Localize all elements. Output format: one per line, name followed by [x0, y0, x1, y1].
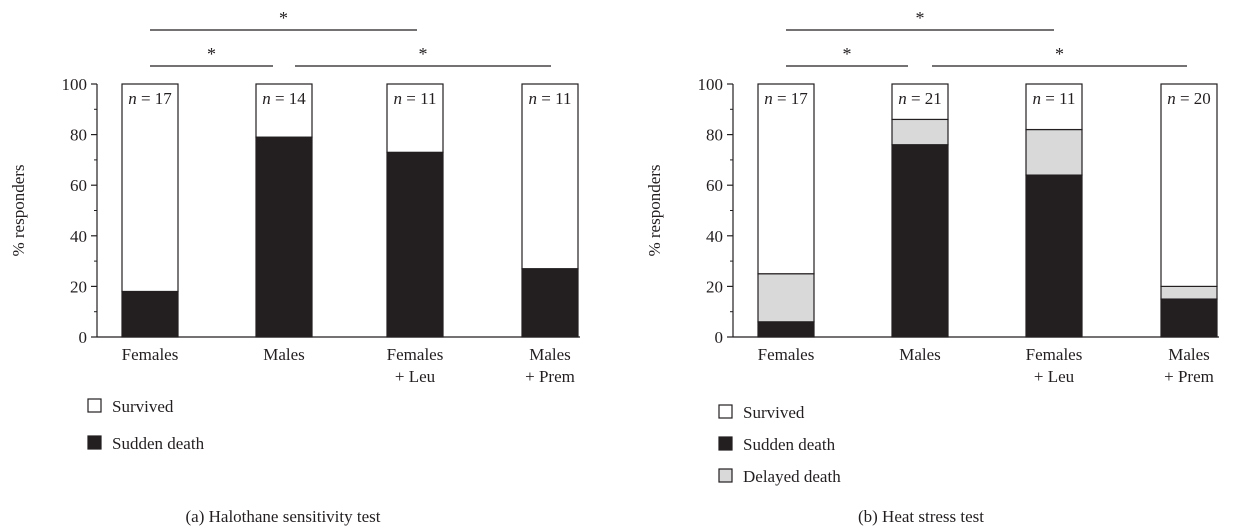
bar-survived — [757, 83, 815, 275]
legend-swatch — [87, 435, 102, 450]
bar-sudden-death — [757, 321, 815, 338]
bar-sudden-death — [1160, 298, 1218, 338]
bar-survived — [121, 83, 179, 293]
x-category-label: Males — [529, 345, 571, 364]
legend-swatch — [87, 398, 102, 413]
y-axis-label: % responders — [645, 164, 664, 256]
x-category-label: Females — [122, 345, 179, 364]
bar-sudden-death — [1025, 174, 1083, 338]
bar-sudden-death — [121, 290, 179, 338]
legend-label: Delayed death — [743, 467, 841, 486]
n-label: n = 11 — [394, 89, 437, 108]
x-category-label: + Prem — [525, 367, 575, 386]
n-label: n = 21 — [898, 89, 942, 108]
y-tick-label: 100 — [698, 75, 724, 94]
legend-swatch — [718, 404, 733, 419]
n-label-prefix: n — [1167, 89, 1176, 108]
n-label-value: = 17 — [773, 89, 809, 108]
n-label-value: = 11 — [402, 89, 436, 108]
bar-sudden-death — [521, 268, 579, 338]
y-tick-label: 100 — [62, 75, 88, 94]
chart-panel-a: 0 20 40 60 80 100 % responders n = 17 Females n =… — [9, 8, 580, 526]
bar-survived — [386, 83, 444, 153]
n-label-value: = 11 — [537, 89, 571, 108]
bar-survived — [255, 83, 313, 138]
bar-delayed-death — [757, 273, 815, 323]
bar-delayed-death — [1160, 285, 1218, 300]
bar-sudden-death — [386, 151, 444, 338]
n-label: n = 11 — [529, 89, 572, 108]
y-tick-label: 80 — [706, 126, 723, 145]
bar-survived — [1025, 83, 1083, 131]
x-category-label: + Prem — [1164, 367, 1214, 386]
significance-star: * — [843, 44, 852, 64]
significance-star: * — [207, 44, 216, 64]
bar-survived — [521, 83, 579, 270]
significance-star: * — [916, 8, 925, 28]
n-label: n = 20 — [1167, 89, 1211, 108]
x-category-label: + Leu — [1034, 367, 1075, 386]
y-tick-label: 80 — [70, 126, 87, 145]
significance-star: * — [1055, 44, 1064, 64]
chart-panel-b: 0 20 40 60 80 100 % responders n = 17 Females n =… — [645, 8, 1219, 526]
n-label: n = 17 — [128, 89, 172, 108]
y-tick-label: 0 — [79, 328, 88, 347]
legend-label: Sudden death — [743, 435, 836, 454]
legend-label: Sudden death — [112, 434, 205, 453]
bar-survived — [1160, 83, 1218, 287]
n-label-prefix: n — [394, 89, 403, 108]
legend-label: Survived — [112, 397, 174, 416]
y-tick-label: 20 — [706, 277, 723, 296]
panel-caption: (a) Halothane sensitivity test — [186, 507, 381, 526]
panel-caption: (b) Heat stress test — [858, 507, 984, 526]
bar-survived — [891, 83, 949, 121]
n-label-value: = 21 — [907, 89, 942, 108]
n-label-prefix: n — [1033, 89, 1042, 108]
y-tick-label: 60 — [706, 176, 723, 195]
significance-star: * — [419, 44, 428, 64]
y-tick-label: 40 — [706, 227, 723, 246]
legend-swatch — [718, 468, 733, 483]
n-label-prefix: n — [529, 89, 538, 108]
x-category-label: Females — [387, 345, 444, 364]
n-label: n = 17 — [764, 89, 808, 108]
n-label-prefix: n — [764, 89, 773, 108]
legend-label: Survived — [743, 403, 805, 422]
n-label-value: = 14 — [271, 89, 307, 108]
n-label-prefix: n — [262, 89, 271, 108]
y-tick-label: 0 — [715, 328, 724, 347]
n-label-prefix: n — [898, 89, 907, 108]
n-label-prefix: n — [128, 89, 137, 108]
y-axis-label: % responders — [9, 164, 28, 256]
n-label-value: = 17 — [137, 89, 173, 108]
x-category-label: Males — [263, 345, 305, 364]
x-category-label: Males — [899, 345, 941, 364]
legend-swatch — [718, 436, 733, 451]
y-tick-label: 60 — [70, 176, 87, 195]
n-label-value: = 20 — [1176, 89, 1211, 108]
y-tick-label: 20 — [70, 277, 87, 296]
bar-delayed-death — [1025, 128, 1083, 176]
significance-star: * — [279, 8, 288, 28]
n-label-value: = 11 — [1041, 89, 1075, 108]
bar-sudden-death — [891, 144, 949, 338]
x-category-label: Females — [758, 345, 815, 364]
bar-sudden-death — [255, 136, 313, 338]
y-tick-label: 40 — [70, 227, 87, 246]
bar-delayed-death — [891, 118, 949, 146]
x-category-label: + Leu — [395, 367, 436, 386]
x-category-label: Males — [1168, 345, 1210, 364]
n-label: n = 14 — [262, 89, 306, 108]
x-category-label: Females — [1026, 345, 1083, 364]
n-label: n = 11 — [1033, 89, 1076, 108]
